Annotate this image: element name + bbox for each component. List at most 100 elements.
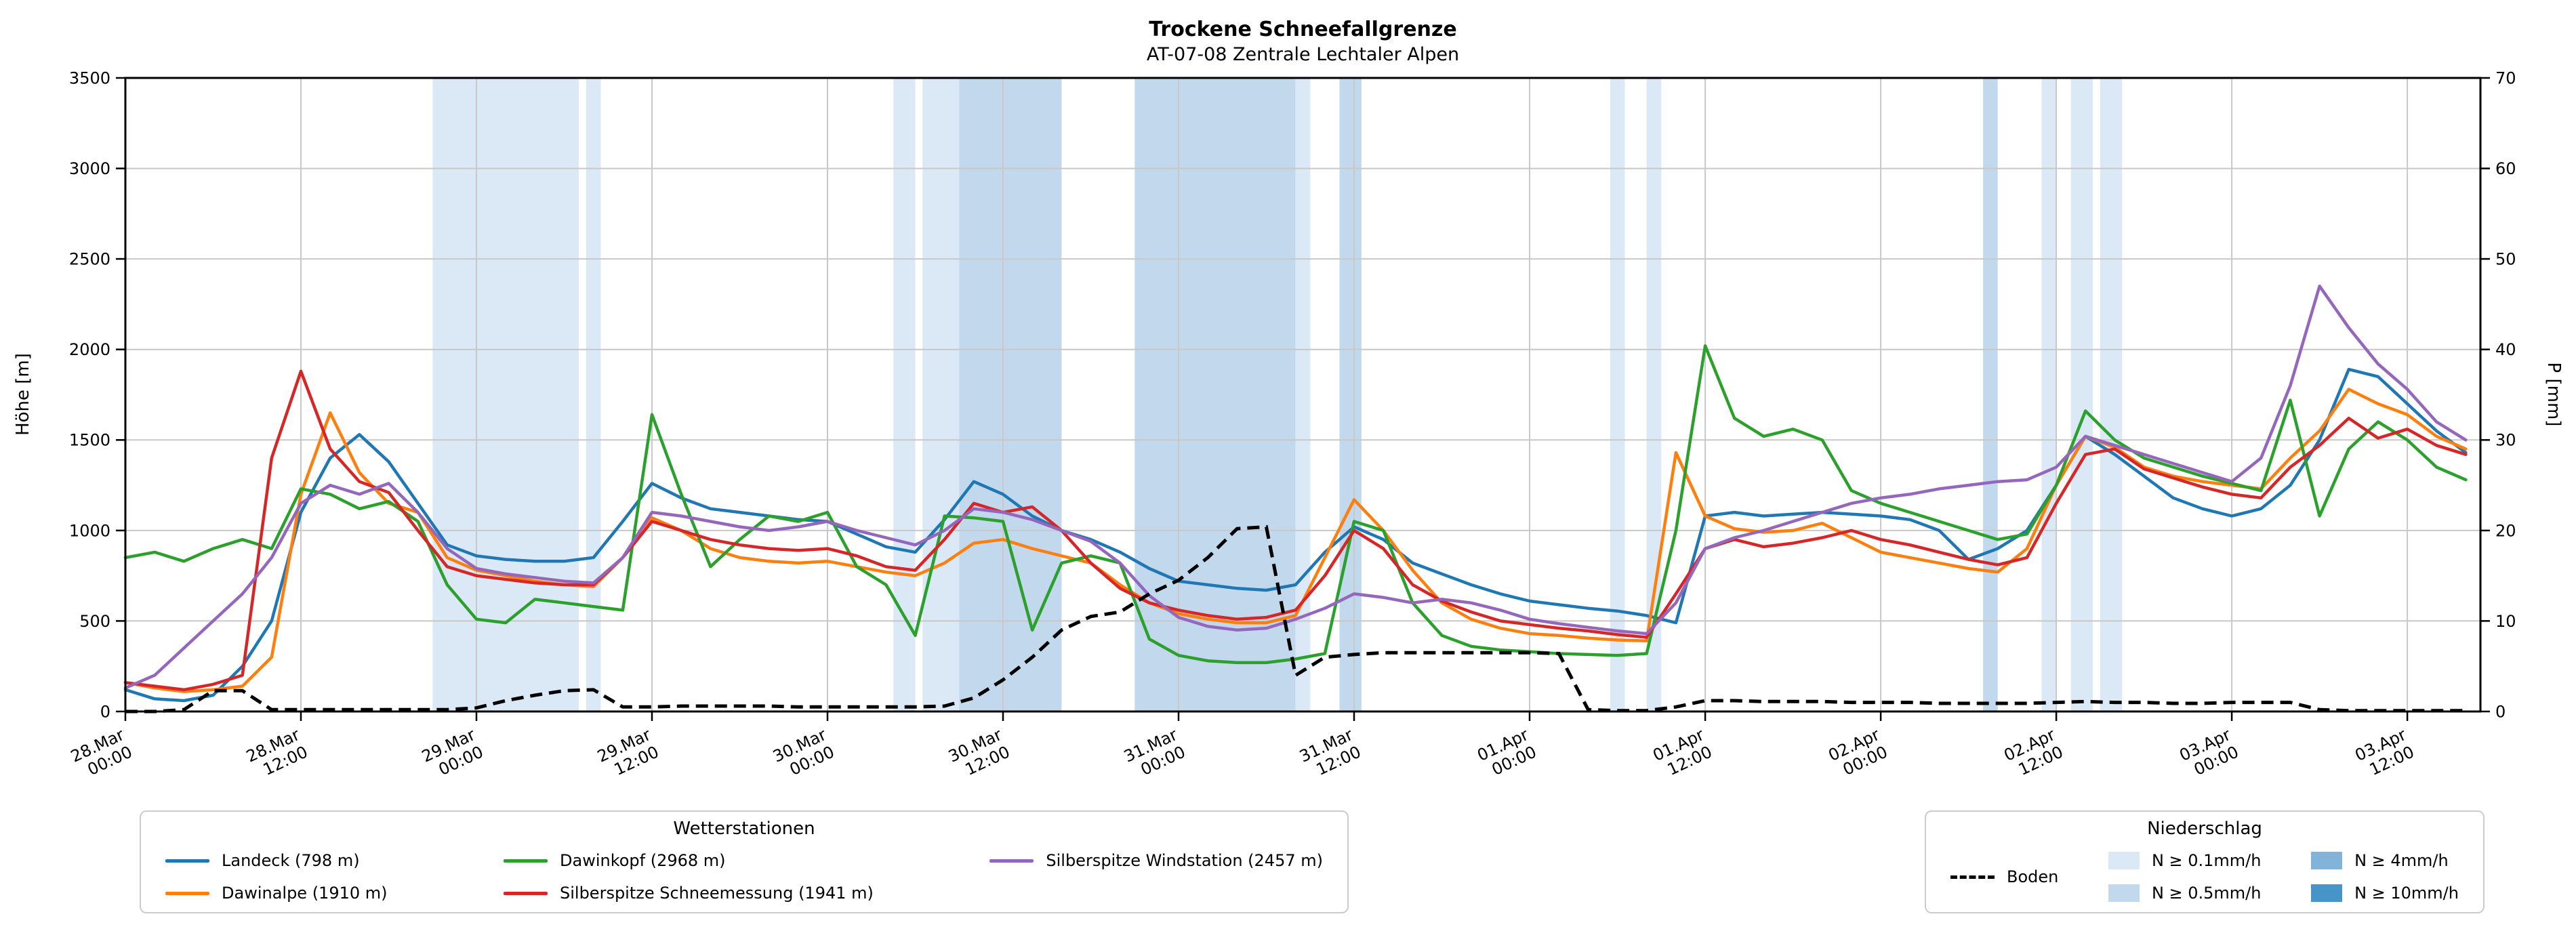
x-tick-label: 30.Mar00:00	[770, 725, 837, 783]
precip-band	[432, 78, 579, 711]
legend-item-dawinalpe: Dawinalpe (1910 m)	[165, 877, 388, 909]
x-tick-label: 31.Mar00:00	[1121, 725, 1188, 783]
precip-band	[586, 78, 601, 711]
legend-item-silberspitze-windstation: Silberspitze Windstation (2457 m)	[989, 844, 1323, 877]
svg-text:29.Mar12:00: 29.Mar12:00	[594, 725, 661, 783]
legend-item-dawinkopf: Dawinkopf (2968 m)	[504, 844, 874, 877]
y-right-tick-label: 30	[2495, 431, 2516, 450]
x-tick-label: 03.Apr12:00	[2352, 725, 2417, 782]
y-right-tick-label: 0	[2495, 702, 2506, 721]
precip-10-label: N ≥ 10mm/h	[2354, 884, 2459, 903]
svg-text:01.Apr00:00: 01.Apr00:00	[1474, 725, 1539, 782]
precip-band	[1983, 78, 1998, 711]
precip-band	[1610, 78, 1625, 711]
dawinalpe-legend-label: Dawinalpe (1910 m)	[222, 884, 388, 903]
plot-svg: 0 500 1000 1500 2000 2500 3000 3500 0 10 20 30 40 50 6…	[68, 68, 2516, 783]
series-line-silberspitze-windstation	[123, 284, 2468, 690]
precip-bands	[432, 78, 2123, 711]
svg-text:30.Mar12:00: 30.Mar12:00	[945, 725, 1013, 783]
stations-legend-grid: Landeck (798 m) Dawinalpe (1910 m) Dawin…	[165, 844, 1323, 909]
precip-legend-title: Niederschlag	[2147, 819, 2262, 839]
svg-text:29.Mar00:00: 29.Mar00:00	[419, 725, 486, 783]
y-left-tick-label: 1500	[69, 431, 110, 450]
y-right-tick-label: 70	[2495, 68, 2516, 87]
svg-text:02.Apr12:00: 02.Apr12:00	[2001, 725, 2066, 782]
series-line-dawinkopf	[123, 344, 2468, 665]
legend-item-silberspitze-schneemessung: Silberspitze Schneemessung (1941 m)	[504, 877, 874, 909]
precip-band	[1295, 78, 1311, 711]
precip-band	[2041, 78, 2057, 711]
x-tick-label: 01.Apr12:00	[1650, 725, 1715, 782]
svg-text:31.Mar00:00: 31.Mar00:00	[1121, 725, 1188, 783]
precip-band	[2070, 78, 2093, 711]
precip-legend: Niederschlag Boden N ≥ 0.1mm/h N ≥ 0.5mm…	[1925, 810, 2485, 913]
y-right-tick-label: 20	[2495, 521, 2516, 540]
y-left-tick-label: 3000	[69, 159, 110, 178]
stations-legend: Wetterstationen Landeck (798 m) Dawinalp…	[140, 810, 1349, 913]
svg-text:03.Apr12:00: 03.Apr12:00	[2352, 725, 2417, 782]
precip-10-swatch	[2311, 884, 2343, 902]
legend-item-n01: N ≥ 0.1mm/h	[2108, 851, 2262, 870]
y-right-tick-label: 10	[2495, 612, 2516, 631]
y-right-tick-label: 40	[2495, 340, 2516, 359]
precip-4-label: N ≥ 4mm/h	[2354, 851, 2449, 870]
landeck-legend-label: Landeck (798 m)	[222, 851, 360, 870]
dawinkopf-line-swatch	[504, 859, 548, 863]
boden-dashed-line-swatch	[1950, 875, 1995, 879]
precip-legend-grid: Boden N ≥ 0.1mm/h N ≥ 0.5mm/h N ≥ 4mm/h	[1950, 844, 2459, 909]
precip-01-label: N ≥ 0.1mm/h	[2151, 851, 2262, 870]
precip-01-swatch	[2108, 852, 2140, 869]
silberspitze-windstation-legend-label: Silberspitze Windstation (2457 m)	[1046, 851, 1323, 870]
precip-4-swatch	[2311, 852, 2343, 869]
x-tick-label: 28.Mar12:00	[243, 725, 310, 783]
series-line-boden	[125, 524, 2466, 714]
plot-border	[124, 77, 2482, 713]
x-tick-label: 29.Mar12:00	[594, 725, 661, 783]
stations-legend-title: Wetterstationen	[673, 819, 815, 839]
series-line-silberspitze-schneemessung	[123, 369, 2468, 692]
svg-text:28.Mar00:00: 28.Mar00:00	[68, 725, 135, 783]
precip-band	[2100, 78, 2123, 711]
silberspitze-schneemessung-legend-label: Silberspitze Schneemessung (1941 m)	[560, 884, 874, 903]
precip-05-label: N ≥ 0.5mm/h	[2151, 884, 2262, 903]
series-line-dawinalpe	[123, 388, 2468, 693]
svg-text:28.Mar12:00: 28.Mar12:00	[243, 725, 310, 783]
precip-legend-col-boden: Boden	[1950, 844, 2058, 909]
precip-band	[1646, 78, 1662, 711]
x-tick-label: 02.Apr00:00	[1826, 725, 1891, 782]
svg-text:01.Apr12:00: 01.Apr12:00	[1650, 725, 1715, 782]
x-tick-label: 02.Apr12:00	[2001, 725, 2066, 782]
boden-legend-label: Boden	[2007, 867, 2059, 886]
legend-item-n10: N ≥ 10mm/h	[2311, 884, 2459, 903]
y-left-tick-label: 500	[79, 612, 110, 631]
legend-item-n4: N ≥ 4mm/h	[2311, 851, 2459, 870]
precip-legend-col-dark: N ≥ 4mm/h N ≥ 10mm/h	[2311, 844, 2459, 909]
silberspitze-schneemessung-line-swatch	[504, 891, 548, 895]
dawinkopf-legend-label: Dawinkopf (2968 m)	[560, 851, 726, 870]
chart-subtitle: AT-07-08 Zentrale Lechtaler Alpen	[1146, 44, 1460, 65]
svg-text:30.Mar00:00: 30.Mar00:00	[770, 725, 837, 783]
precip-05-swatch	[2108, 884, 2140, 902]
precip-band	[1339, 78, 1362, 711]
x-tick-label: 01.Apr00:00	[1474, 725, 1539, 782]
x-tick-label: 29.Mar00:00	[419, 725, 486, 783]
x-tick-label: 31.Mar12:00	[1296, 725, 1364, 783]
y-right-tick-label: 50	[2495, 250, 2516, 269]
svg-text:03.Apr00:00: 03.Apr00:00	[2177, 725, 2242, 782]
series-lines	[123, 284, 2468, 703]
svg-text:31.Mar12:00: 31.Mar12:00	[1296, 725, 1364, 783]
y-right-tick-label: 60	[2495, 159, 2516, 178]
landeck-line-swatch	[165, 859, 209, 863]
x-tick-label: 28.Mar00:00	[68, 725, 135, 783]
precip-band	[959, 78, 1062, 711]
axis-ticks	[116, 77, 2490, 721]
x-tick-label: 30.Mar12:00	[945, 725, 1013, 783]
svg-text:02.Apr00:00: 02.Apr00:00	[1826, 725, 1891, 782]
legend-item-n05: N ≥ 0.5mm/h	[2108, 884, 2262, 903]
x-tick-label: 03.Apr00:00	[2177, 725, 2242, 782]
precip-band	[922, 78, 960, 711]
silberspitze-windstation-line-swatch	[989, 859, 1034, 863]
chart-title: Trockene Schneefallgrenze	[1149, 18, 1457, 41]
y-left-tick-label: 3500	[69, 68, 110, 87]
